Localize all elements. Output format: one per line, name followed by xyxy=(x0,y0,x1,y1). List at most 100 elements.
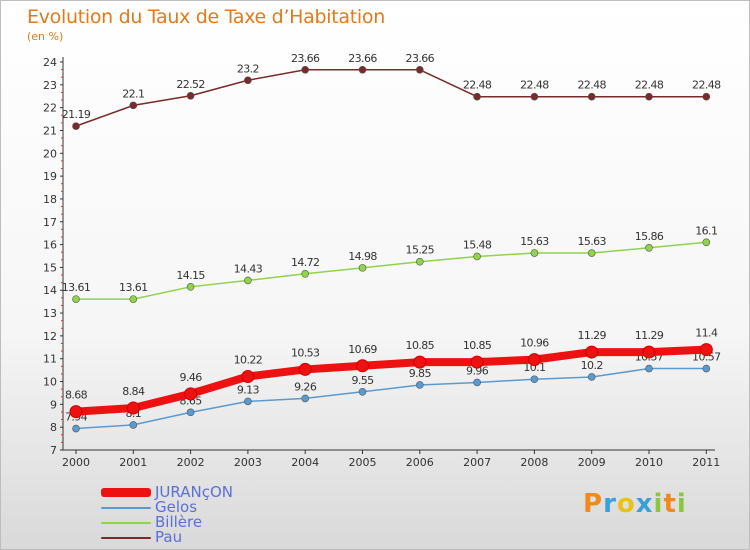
data-point xyxy=(413,355,427,369)
y-minor-tick xyxy=(61,434,63,436)
data-point xyxy=(244,276,252,285)
logo-letter: P xyxy=(583,489,604,519)
data-point xyxy=(129,421,138,429)
data-label: 9.46 xyxy=(180,371,203,384)
y-minor-tick xyxy=(61,228,63,230)
data-label: 8.68 xyxy=(65,389,88,402)
x-tick-label: 2009 xyxy=(578,456,606,469)
data-point xyxy=(473,92,481,101)
y-minor-tick xyxy=(61,213,63,215)
logo-letter: i xyxy=(653,489,664,519)
data-point xyxy=(530,375,539,384)
data-point xyxy=(298,362,312,376)
data-point xyxy=(530,92,539,101)
data-label: 22.48 xyxy=(520,79,549,92)
data-label: 10.53 xyxy=(291,346,320,359)
data-point xyxy=(72,122,80,130)
legend-label: Pau xyxy=(155,528,183,546)
y-tick-label: 23 xyxy=(43,79,57,92)
x-tick-label: 2007 xyxy=(463,456,491,469)
data-label: 11.4 xyxy=(695,327,718,340)
legend-swatch xyxy=(101,521,151,524)
data-point xyxy=(241,370,255,384)
legend-label: Billère xyxy=(155,513,203,531)
y-tick-label: 20 xyxy=(43,147,57,160)
x-tick-label: 2005 xyxy=(349,456,377,469)
y-minor-tick xyxy=(61,99,63,101)
data-label: 22.48 xyxy=(635,79,664,92)
y-minor-tick xyxy=(61,327,63,329)
y-minor-tick xyxy=(61,76,63,78)
y-tick-label: 19 xyxy=(43,170,57,183)
y-minor-tick xyxy=(61,320,63,322)
data-label: 9.26 xyxy=(294,380,317,393)
y-tick-label: 16 xyxy=(43,239,57,252)
data-point xyxy=(72,424,80,433)
data-label: 9.13 xyxy=(237,383,260,396)
data-label: 22.1 xyxy=(122,87,144,100)
y-minor-tick xyxy=(61,282,63,284)
y-minor-tick xyxy=(61,114,63,116)
x-tick-label: 2001 xyxy=(119,456,147,469)
x-tick-label: 2004 xyxy=(291,456,319,469)
data-point xyxy=(415,257,424,266)
legend-label: JURANçON xyxy=(155,483,233,501)
y-tick-label: 9 xyxy=(50,398,57,411)
legend-swatch xyxy=(101,536,151,539)
y-minor-tick xyxy=(61,251,63,253)
logo-letter: r xyxy=(603,489,617,519)
series-line-pau xyxy=(75,69,708,127)
data-point xyxy=(186,91,195,100)
y-minor-tick xyxy=(61,206,63,208)
y-minor-tick xyxy=(61,160,63,162)
data-label: 11.29 xyxy=(577,329,606,342)
y-minor-tick xyxy=(61,350,63,352)
data-point xyxy=(129,295,138,303)
series-juran-on: 8.68 8.84 9.46 10.22 10.53 10.69 10.85 10.85 10.… xyxy=(65,327,719,419)
data-point xyxy=(473,378,481,387)
data-point xyxy=(702,92,711,101)
y-minor-tick xyxy=(61,396,63,398)
data-point xyxy=(415,65,424,74)
data-point xyxy=(301,394,310,403)
legend-swatch xyxy=(101,488,151,497)
series-bill-re: 13.61 13.61 14.15 14.43 14.72 14.98 15.25 15.48… xyxy=(62,224,718,303)
data-point xyxy=(415,381,424,389)
y-tick-label: 18 xyxy=(43,193,57,206)
data-label: 10.85 xyxy=(406,339,435,352)
x-tick-label: 2010 xyxy=(635,456,663,469)
x-tick-label: 2002 xyxy=(177,456,205,469)
legend-item: Pau xyxy=(101,530,233,545)
data-point xyxy=(642,345,656,359)
data-point xyxy=(358,264,367,272)
logo-letter: i xyxy=(676,489,687,519)
data-point xyxy=(356,359,369,373)
data-label: 8.84 xyxy=(122,385,145,398)
y-minor-tick xyxy=(61,441,63,443)
data-label: 15.86 xyxy=(635,230,664,243)
data-point xyxy=(301,65,310,74)
data-label: 10.85 xyxy=(463,339,492,352)
legend-item: Gelos xyxy=(101,500,233,515)
y-minor-tick xyxy=(61,342,63,344)
data-label: 23.66 xyxy=(291,52,320,65)
data-label: 14.15 xyxy=(176,269,205,282)
data-point xyxy=(72,295,80,303)
data-point xyxy=(129,101,138,110)
data-point xyxy=(645,92,653,101)
y-tick-label: 15 xyxy=(43,261,57,274)
data-point xyxy=(470,355,484,369)
y-minor-tick xyxy=(61,373,63,375)
data-label: 22.52 xyxy=(176,78,205,91)
data-point xyxy=(184,387,198,401)
y-minor-tick xyxy=(61,137,63,139)
data-label: 21.19 xyxy=(62,108,91,121)
y-minor-tick xyxy=(61,69,63,71)
y-minor-tick xyxy=(61,411,63,413)
y-tick-label: 11 xyxy=(43,353,57,366)
data-label: 22.48 xyxy=(463,79,492,92)
data-point xyxy=(126,401,140,415)
legend-item: JURANçON xyxy=(101,485,233,500)
data-label: 23.66 xyxy=(406,52,435,65)
